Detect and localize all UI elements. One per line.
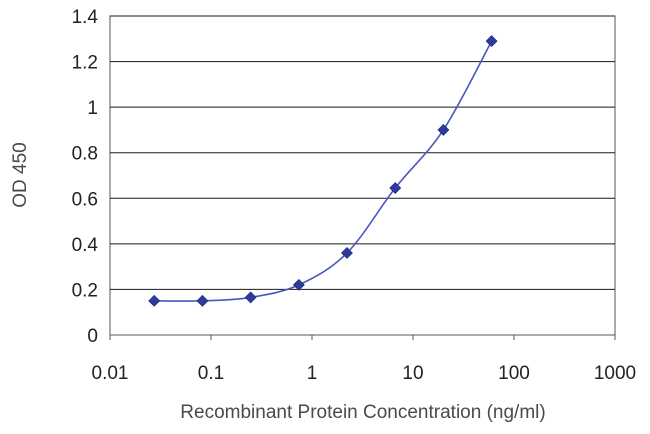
y-tick-label: 0.6 — [72, 189, 98, 210]
x-tick-labels: 0.01 0.1 1 10 100 1000 — [92, 335, 636, 384]
data-point — [341, 247, 353, 259]
data-point — [196, 294, 209, 307]
plot-area — [109, 15, 616, 336]
y-tick-label: 0 — [87, 326, 98, 347]
y-tick-labels: 0 0.2 0.4 0.6 0.8 1 1.2 1.4 — [72, 7, 99, 347]
y-tick-label: 1.4 — [72, 7, 99, 28]
data-point — [437, 124, 450, 136]
data-point — [485, 35, 498, 47]
y-tick-label: 1 — [87, 98, 98, 119]
y-tick-label: 0.8 — [72, 144, 98, 165]
y-tick-label: 0.4 — [72, 235, 99, 256]
x-tick-label: 10 — [402, 363, 423, 384]
y-axis-title: OD 450 — [10, 142, 31, 207]
data-point — [389, 182, 402, 194]
x-tick-label: 0.1 — [198, 363, 224, 384]
x-tick-label: 1000 — [594, 363, 636, 384]
x-axis-title: Recombinant Protein Concentration (ng/ml… — [180, 402, 545, 423]
data-points — [148, 35, 498, 307]
y-tick-label: 0.2 — [72, 280, 98, 301]
x-tick-label: 0.01 — [92, 363, 129, 384]
x-tick-label: 100 — [498, 363, 530, 384]
x-tick-label: 1 — [307, 363, 318, 384]
y-tick-label: 1.2 — [72, 53, 98, 74]
data-point — [292, 278, 305, 291]
grid-lines — [110, 15, 615, 290]
data-point — [244, 291, 257, 304]
data-point — [148, 294, 161, 307]
